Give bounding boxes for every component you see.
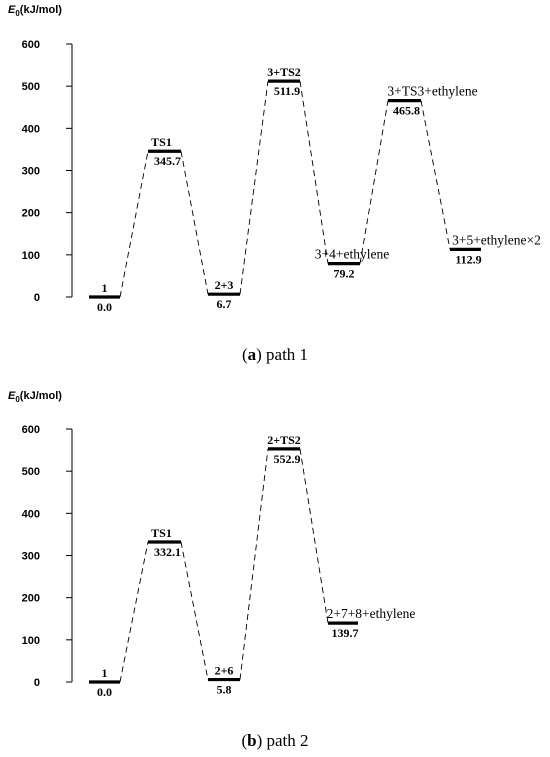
energy-level-name: 2+6 <box>215 664 234 678</box>
y-axis-symbol: E <box>8 4 16 16</box>
energy-level-name: 3+5+ethylene×2 <box>452 232 541 247</box>
caption-paren-close: ) <box>257 731 263 750</box>
y-tick-label: 0 <box>34 292 40 304</box>
energy-level-value: 0.0 <box>97 300 112 314</box>
path-connector <box>239 448 269 680</box>
caption-paren-close: ) <box>256 345 262 364</box>
energy-level-value: 332.1 <box>154 545 181 559</box>
path-connector <box>239 81 269 295</box>
y-tick-label: 200 <box>22 593 40 605</box>
caption-paren-open: ( <box>241 731 247 750</box>
energy-level-name: 2+3 <box>215 278 234 292</box>
energy-level-value: 511.9 <box>274 84 300 98</box>
energy-level-value: 112.9 <box>455 252 481 266</box>
energy-level-name: TS1 <box>151 526 172 540</box>
energy-level-value: 552.9 <box>274 452 301 466</box>
y-tick-label: 400 <box>22 508 40 520</box>
path-connector <box>420 100 451 250</box>
y-tick-label: 0 <box>34 677 40 689</box>
path-connector <box>299 448 329 624</box>
energy-level-name: 2+TS2 <box>267 433 301 447</box>
energy-level-name: 1 <box>102 281 108 295</box>
y-tick-label: 400 <box>22 123 40 135</box>
path-connector <box>180 151 209 295</box>
path-connector <box>359 100 389 264</box>
energy-level-name: 3+TS3+ethylene <box>387 84 477 99</box>
y-axis-subscript: 0 <box>15 395 20 404</box>
energy-level-name: 3+4+ethylene <box>315 247 389 262</box>
path-connector <box>180 541 209 680</box>
path-connector <box>119 151 149 298</box>
energy-diagram-panel-1: E0(kJ/mol)010020030040050060010.0TS1345.… <box>8 4 541 364</box>
y-tick-label: 200 <box>22 208 40 220</box>
caption-paren-open: ( <box>242 345 248 364</box>
path-connector <box>119 541 149 683</box>
y-axis-subscript: 0 <box>15 9 20 18</box>
y-axis-label: E0(kJ/mol) <box>8 4 62 18</box>
caption-text: path 2 <box>262 731 308 750</box>
energy-level-value: 6.7 <box>217 297 232 311</box>
y-axis-label: E0(kJ/mol) <box>8 390 62 404</box>
energy-level-name: 3+TS2 <box>267 65 301 79</box>
energy-diagram-panel-2: E0(kJ/mol)010020030040050060010.0TS1332.… <box>8 390 415 750</box>
y-tick-label: 100 <box>22 635 40 647</box>
y-tick-label: 300 <box>22 166 40 178</box>
energy-level-value: 0.0 <box>97 685 112 699</box>
energy-level-name: 2+7+8+ethylene <box>327 606 416 621</box>
energy-level-value: 5.8 <box>217 683 232 697</box>
y-axis-unit: (kJ/mol) <box>20 4 63 16</box>
figure-caption: (a) path 1 <box>242 345 308 364</box>
y-tick-label: 600 <box>22 424 40 436</box>
y-tick-label: 100 <box>22 250 40 262</box>
y-tick-label: 500 <box>22 81 40 93</box>
y-tick-label: 300 <box>22 551 40 563</box>
energy-level-name: 1 <box>102 666 108 680</box>
y-axis-symbol: E <box>8 390 16 402</box>
y-tick-label: 600 <box>22 39 40 51</box>
figure-caption: (b) path 2 <box>241 731 308 750</box>
caption-text: path 1 <box>262 345 308 364</box>
caption-letter: b <box>247 731 256 750</box>
y-axis-unit: (kJ/mol) <box>20 390 63 402</box>
energy-level-value: 465.8 <box>393 104 420 118</box>
energy-level-value: 79.2 <box>334 267 355 281</box>
y-tick-label: 500 <box>22 466 40 478</box>
path-connector <box>299 81 329 264</box>
energy-level-value: 139.7 <box>332 626 359 640</box>
energy-level-name: TS1 <box>151 135 172 149</box>
energy-level-value: 345.7 <box>154 154 181 168</box>
caption-letter: a <box>248 345 257 364</box>
